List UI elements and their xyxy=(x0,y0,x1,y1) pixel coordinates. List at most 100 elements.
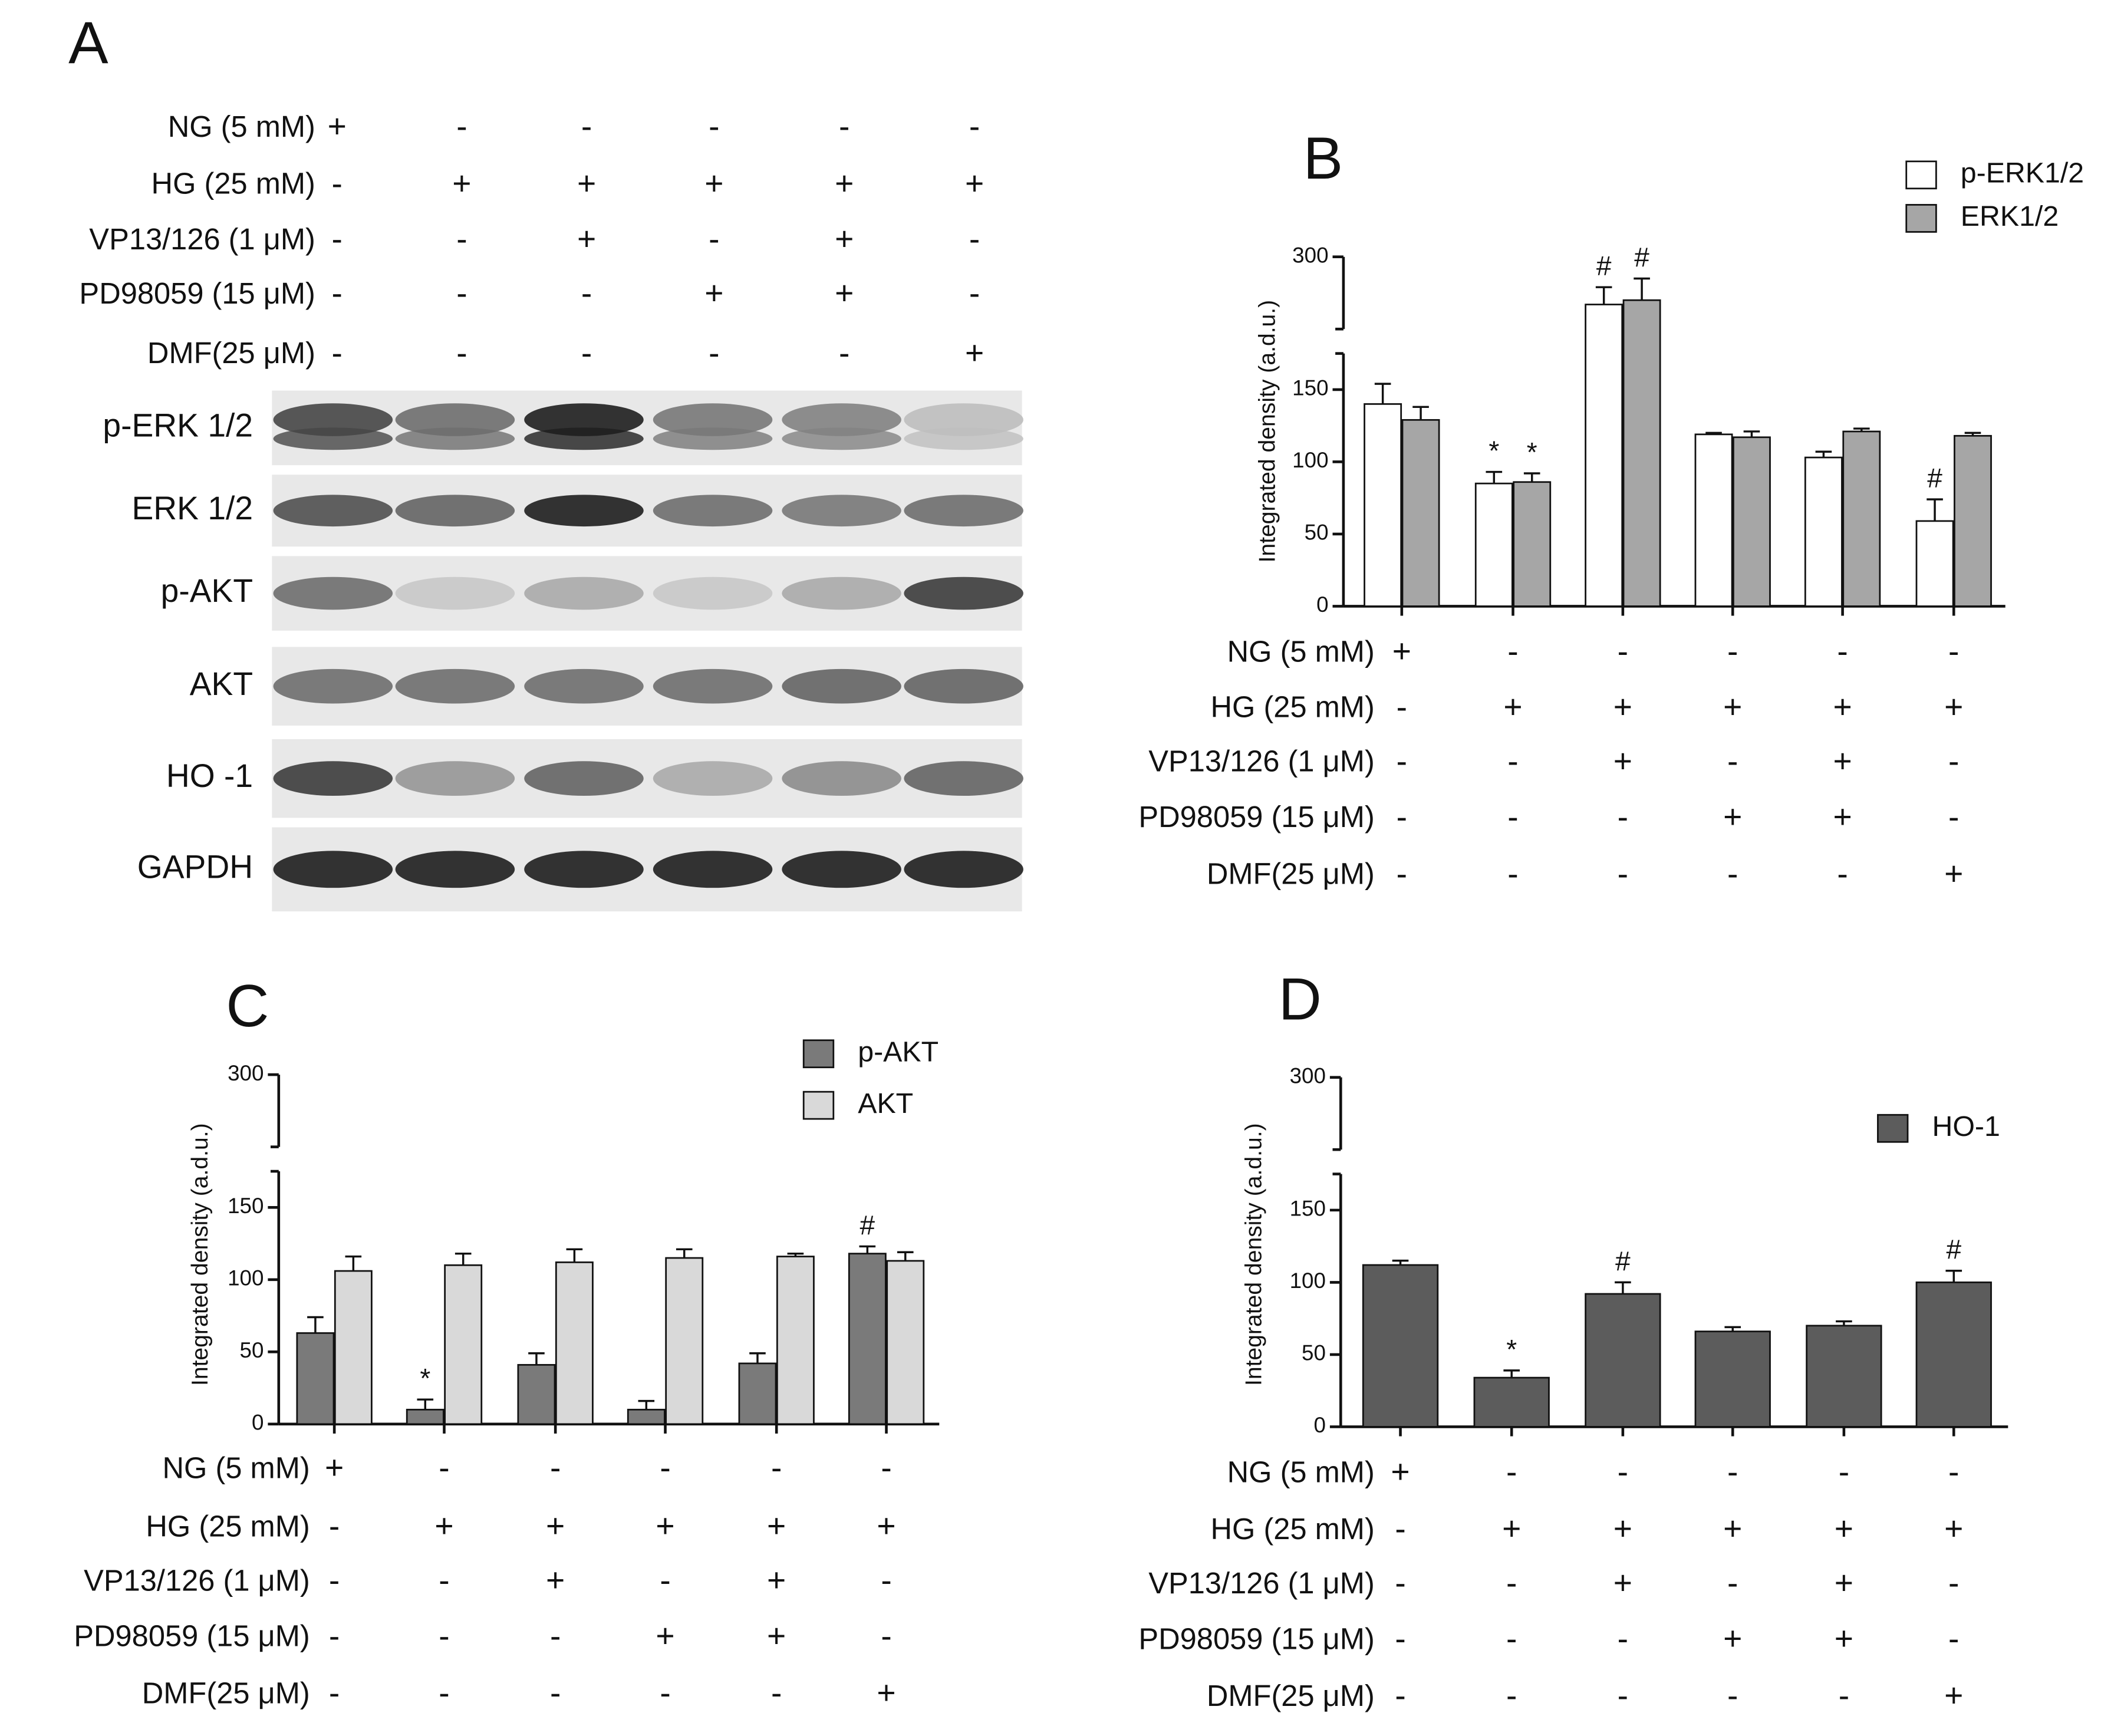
bar xyxy=(776,1256,815,1425)
condition-sign: - xyxy=(550,1450,561,1486)
condition-sign: - xyxy=(771,1450,782,1486)
bar xyxy=(1694,433,1733,607)
blot-band xyxy=(782,577,901,610)
bar xyxy=(1364,403,1402,607)
blot-band xyxy=(273,851,393,888)
legend-label: p-ERK1/2 xyxy=(1961,157,2084,189)
bar xyxy=(1804,456,1843,607)
y-tick-label: 50 xyxy=(1305,521,1329,545)
condition-sign: + xyxy=(704,275,723,311)
significance-mark: # xyxy=(860,1210,875,1240)
blot-band xyxy=(782,403,901,436)
blot-band xyxy=(653,427,773,450)
condition-sign: + xyxy=(767,1618,786,1654)
legend-label: HO-1 xyxy=(1932,1111,2000,1142)
panel-letter: A xyxy=(68,9,108,76)
condition-sign: - xyxy=(550,1618,561,1654)
condition-sign: + xyxy=(1835,1620,1853,1657)
condition-sign: - xyxy=(839,108,849,144)
blot-band xyxy=(904,577,1023,610)
blot-band xyxy=(395,495,515,527)
blot-band xyxy=(395,427,515,450)
condition-sign: + xyxy=(877,1675,895,1711)
blot-band xyxy=(273,427,393,450)
y-tick-label: 0 xyxy=(1314,1413,1326,1437)
blot-band xyxy=(904,403,1023,436)
condition-sign: - xyxy=(329,1562,340,1599)
condition-label: NG (5 mM) xyxy=(162,1451,309,1484)
condition-sign: - xyxy=(1507,743,1518,779)
bar xyxy=(555,1261,594,1425)
condition-label: HG (25 mM) xyxy=(1210,1512,1374,1546)
blot-band xyxy=(782,761,901,796)
condition-sign: + xyxy=(1723,1510,1742,1547)
y-tick-label: 100 xyxy=(228,1266,264,1290)
blot-band xyxy=(524,495,644,527)
y-tick-label: 100 xyxy=(1290,1269,1326,1293)
condition-sign: - xyxy=(1727,743,1738,779)
condition-sign: - xyxy=(439,1618,449,1654)
condition-sign: + xyxy=(835,275,854,311)
condition-sign: - xyxy=(1507,855,1518,892)
panel-letter: D xyxy=(1279,966,1322,1032)
y-tick-label: 150 xyxy=(1292,376,1328,400)
condition-label: VP13/126 (1 μM) xyxy=(1148,1566,1375,1600)
condition-sign: - xyxy=(332,334,343,371)
panel-letter: B xyxy=(1303,125,1343,192)
y-tick-label: 50 xyxy=(1302,1341,1326,1365)
condition-sign: + xyxy=(1723,1620,1742,1657)
condition-sign: - xyxy=(1727,1677,1738,1714)
blot-band xyxy=(395,761,515,796)
condition-sign: - xyxy=(1618,633,1628,670)
blot-band xyxy=(782,851,901,888)
condition-sign: + xyxy=(1833,689,1852,725)
condition-sign: - xyxy=(332,220,343,257)
bar xyxy=(848,1253,887,1425)
blot-band xyxy=(904,495,1023,527)
significance-mark: # xyxy=(1596,251,1612,281)
blot-band xyxy=(653,403,773,436)
y-tick-label: 300 xyxy=(228,1061,264,1085)
condition-sign: - xyxy=(439,1450,449,1486)
y-tick-label: 150 xyxy=(228,1194,264,1218)
blot-label: AKT xyxy=(190,666,253,702)
blot-band xyxy=(395,851,515,888)
blot-band xyxy=(653,577,773,610)
blot-band xyxy=(395,403,515,436)
blot-band xyxy=(782,495,901,527)
condition-sign: + xyxy=(1613,1510,1632,1547)
condition-sign: + xyxy=(1944,689,1963,725)
blot-band xyxy=(273,761,393,796)
blot-band xyxy=(273,495,393,527)
blot-band xyxy=(904,668,1023,704)
condition-sign: + xyxy=(835,165,854,202)
blot-band xyxy=(524,668,644,704)
condition-label: DMF(25 μM) xyxy=(147,336,315,370)
y-tick-label: 100 xyxy=(1292,448,1328,472)
condition-sign: + xyxy=(965,334,984,371)
blot-band xyxy=(653,668,773,704)
condition-sign: - xyxy=(1727,633,1738,670)
blot-band xyxy=(524,427,644,450)
blot-band xyxy=(653,495,773,527)
bar xyxy=(1733,436,1771,607)
condition-sign: - xyxy=(456,275,467,311)
bar xyxy=(1806,1325,1882,1428)
condition-sign: - xyxy=(1948,1564,1959,1601)
y-axis-label: Integrated density (a.d.u.) xyxy=(1255,300,1280,563)
legend-label: AKT xyxy=(858,1088,913,1119)
blot-band xyxy=(395,668,515,704)
panel-letter: C xyxy=(226,973,269,1039)
blot-band xyxy=(524,761,644,796)
condition-sign: - xyxy=(709,334,719,371)
y-tick-label: 300 xyxy=(1292,243,1328,267)
bar xyxy=(406,1408,444,1425)
legend-swatch xyxy=(1905,160,1937,190)
legend-swatch xyxy=(1905,204,1937,233)
bar xyxy=(1842,430,1881,607)
condition-sign: - xyxy=(1506,1454,1517,1490)
condition-sign: - xyxy=(969,108,980,144)
condition-sign: - xyxy=(660,1675,670,1711)
